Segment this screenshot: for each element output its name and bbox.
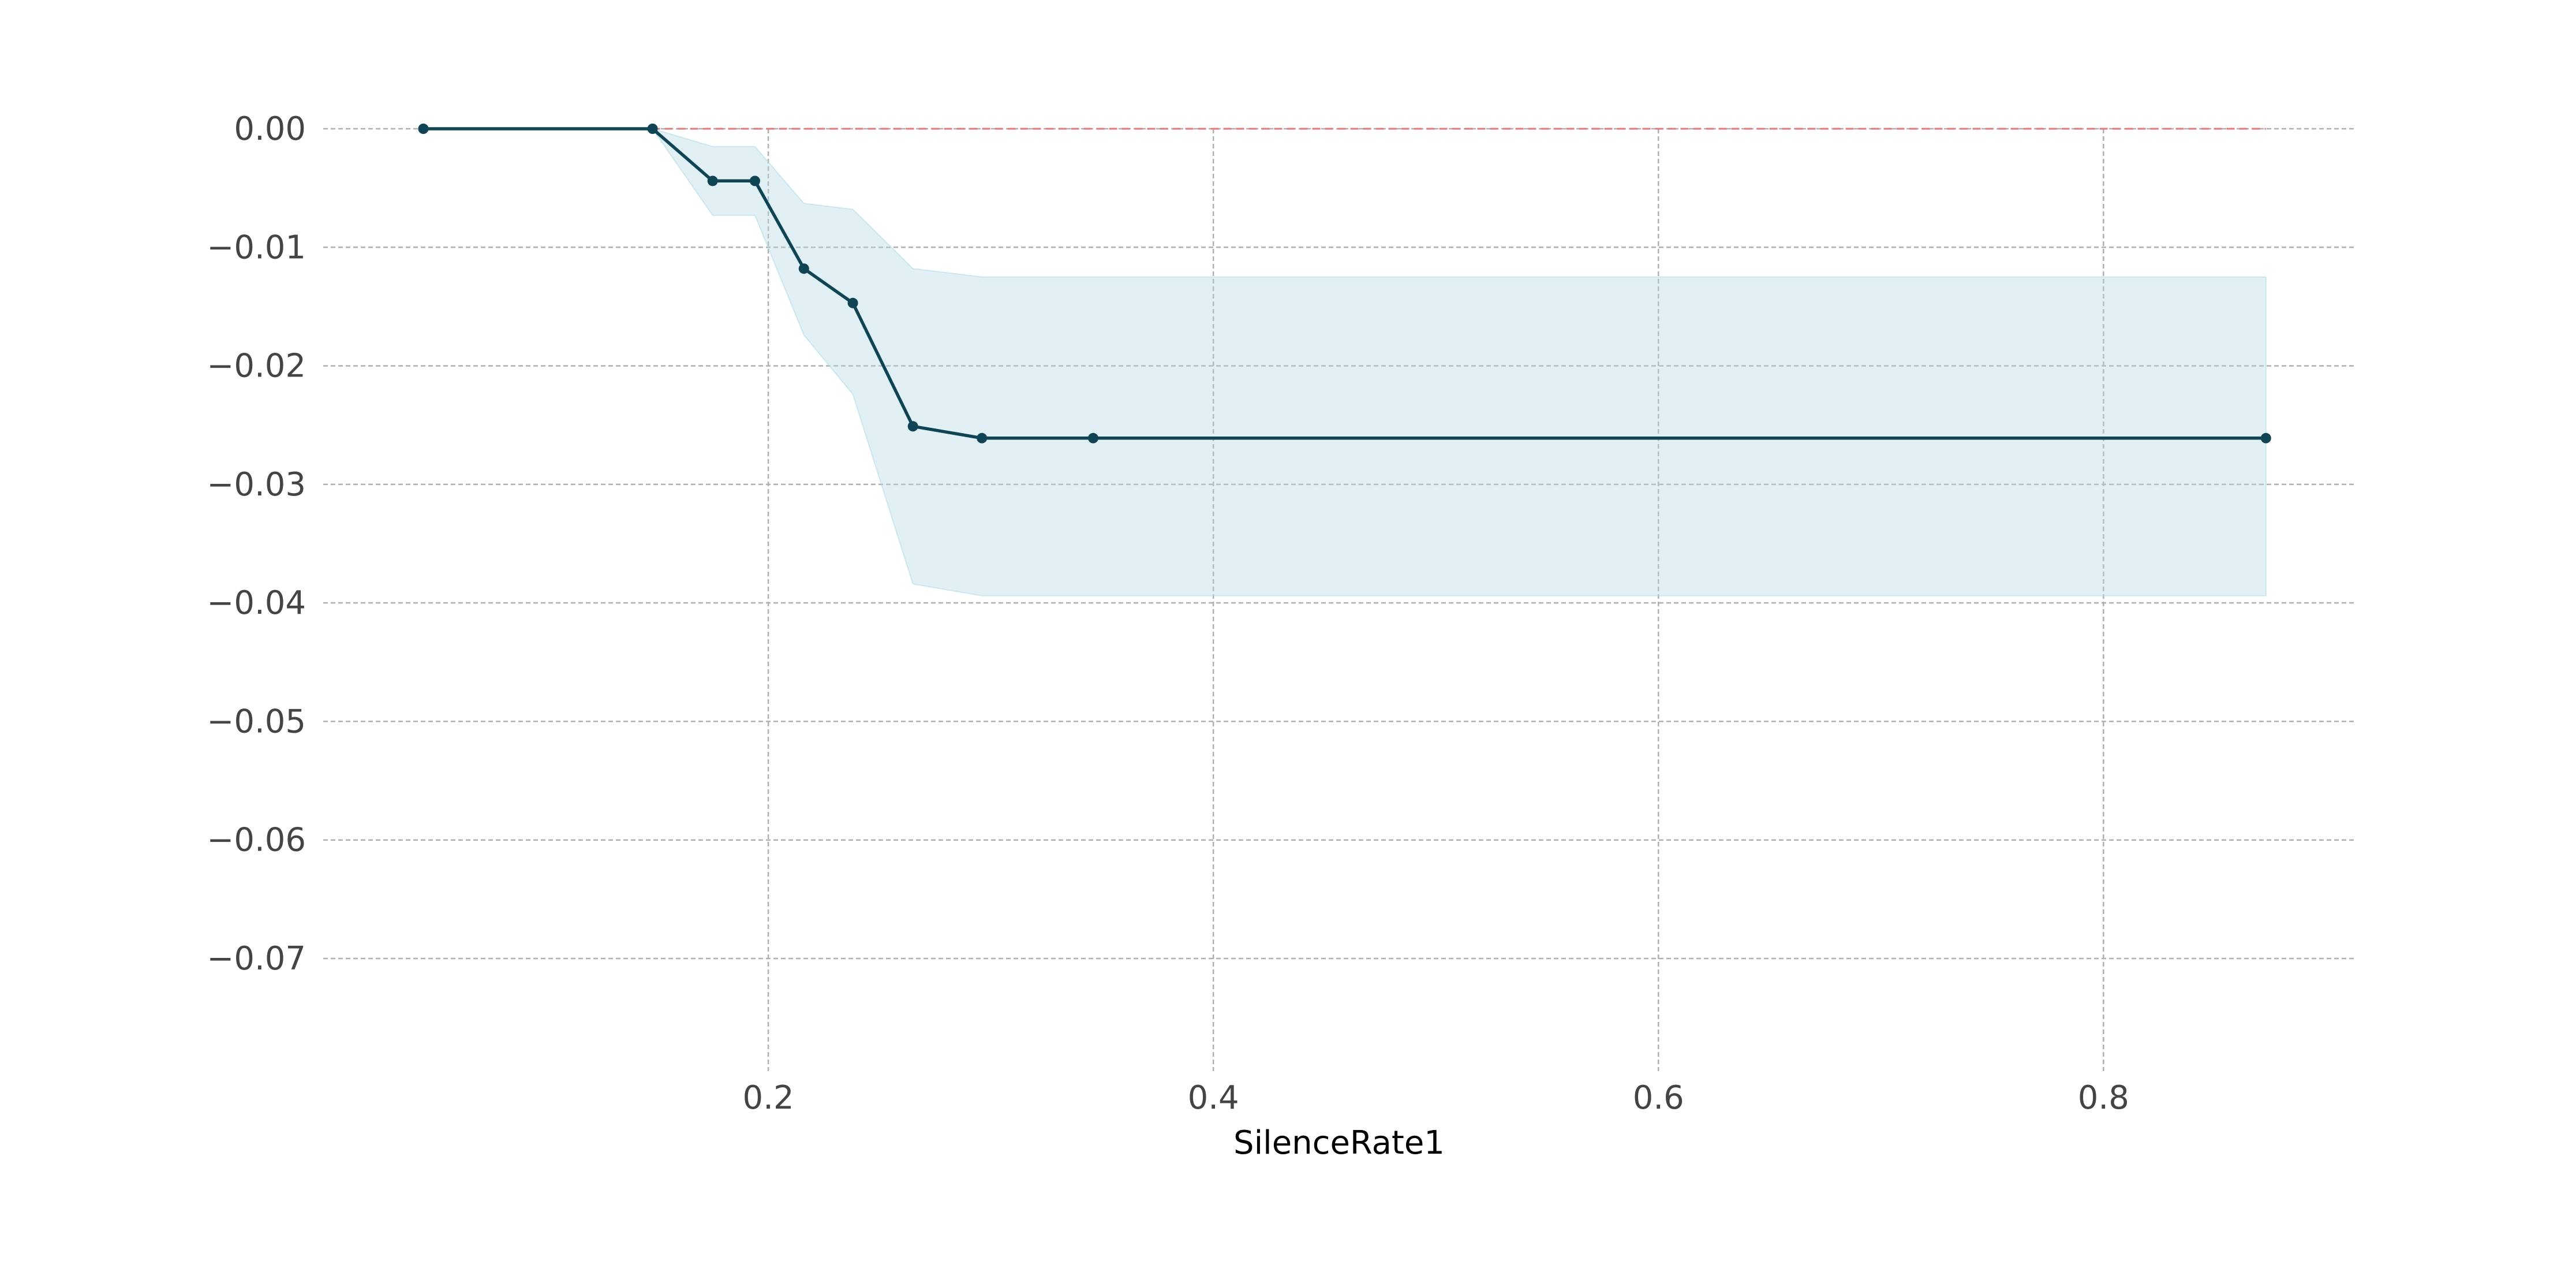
data-point [707,176,718,187]
series-line [423,127,2266,440]
y-axis-ticks: 0.00 −0.01 −0.02 −0.03 −0.04 −0.05 −0.06 −0.07 [207,110,306,978]
y-tick-label: 0.00 [234,110,306,148]
x-axis-label: SilenceRate1 [1233,1124,1445,1162]
data-point [418,124,429,134]
data-point [1087,432,1098,443]
x-tick-label: 0.6 [1633,1079,1684,1117]
y-tick-label: −0.01 [207,229,306,266]
x-tick-label: 0.4 [1188,1079,1239,1117]
y-tick-label: −0.04 [207,584,306,622]
data-point [749,176,760,187]
y-tick-label: −0.05 [207,703,306,740]
data-point [2260,432,2271,443]
x-tick-label: 0.8 [2078,1079,2129,1117]
x-tick-label: 0.2 [743,1079,794,1117]
data-point [907,421,918,432]
series-group [418,124,2271,443]
data-point [847,297,858,308]
confidence-band [423,128,2267,596]
y-tick-label: −0.06 [207,822,306,859]
data-point [647,124,658,134]
y-tick-label: −0.02 [207,348,306,385]
data-point [798,263,809,274]
x-axis-ticks: 0.2 0.4 0.6 0.8 [743,1079,2129,1117]
y-tick-label: −0.03 [207,466,306,504]
y-tick-label: −0.07 [207,940,306,978]
data-point [977,432,988,443]
grid [323,128,2355,1071]
confidence-band-group [423,128,2267,596]
